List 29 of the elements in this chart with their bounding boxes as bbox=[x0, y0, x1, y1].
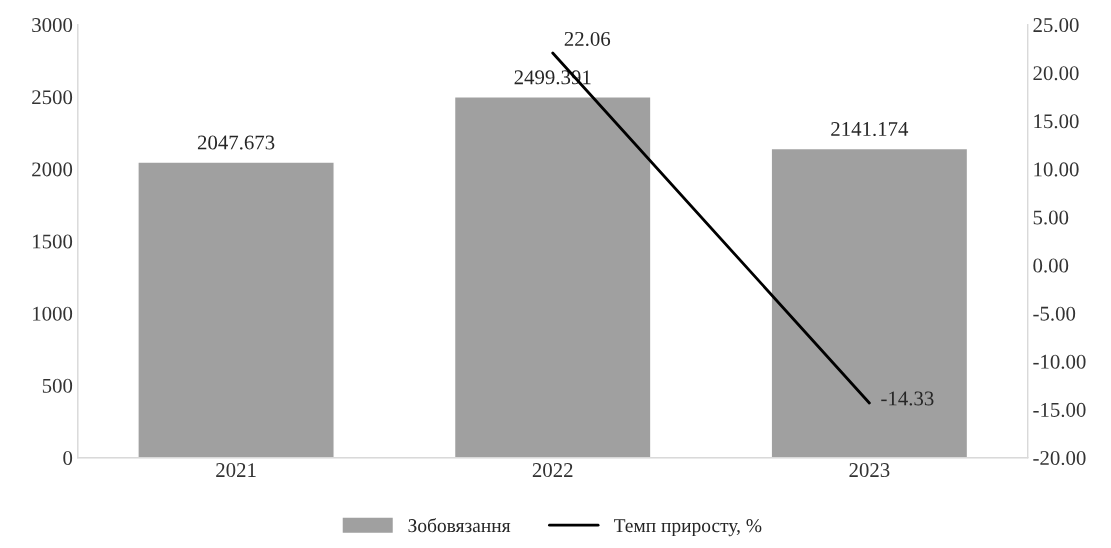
legend-label: Зобовязання bbox=[408, 518, 511, 533]
y2-tick-label: 5.00 bbox=[1033, 210, 1069, 225]
y-tick-label: 2500 bbox=[32, 90, 73, 105]
bar bbox=[137, 161, 335, 458]
y2-tick-label: 20.00 bbox=[1033, 66, 1079, 81]
y-tick-label: 1000 bbox=[33, 306, 73, 321]
y2-tick-label: -15.00 bbox=[1033, 402, 1086, 417]
y2-tick-label: 0.00 bbox=[1033, 258, 1069, 273]
bar bbox=[770, 147, 969, 458]
y2-tick-label: 10.00 bbox=[1034, 162, 1079, 177]
y-tick-label: 500 bbox=[42, 378, 73, 393]
y2-tick-label: 15.00 bbox=[1034, 114, 1079, 129]
y-tick-label: 1500 bbox=[33, 234, 73, 249]
y2-tick-label: 25.00 bbox=[1033, 18, 1079, 33]
y-tick-label: 3000 bbox=[32, 18, 73, 33]
y2-tick-label: -20.00 bbox=[1033, 450, 1086, 466]
x-tick-label: 2021 bbox=[216, 463, 256, 478]
y2-tick-label: -10.00 bbox=[1033, 354, 1086, 369]
y2-tick-label: -5.00 bbox=[1033, 306, 1076, 321]
y-tick-label: 0 bbox=[63, 450, 73, 466]
x-tick-label: 2023 bbox=[849, 463, 890, 478]
data-label: 2141.174 bbox=[831, 122, 909, 137]
data-label: 2047.673 bbox=[197, 135, 275, 150]
x-tick-label: 2022 bbox=[532, 463, 573, 478]
legend-label: Темп приросту, % bbox=[614, 519, 762, 537]
bar bbox=[453, 96, 652, 458]
data-label: 22.06 bbox=[564, 31, 611, 47]
y-tick-label: 2000 bbox=[32, 162, 73, 177]
data-label: -14.33 bbox=[881, 391, 934, 406]
